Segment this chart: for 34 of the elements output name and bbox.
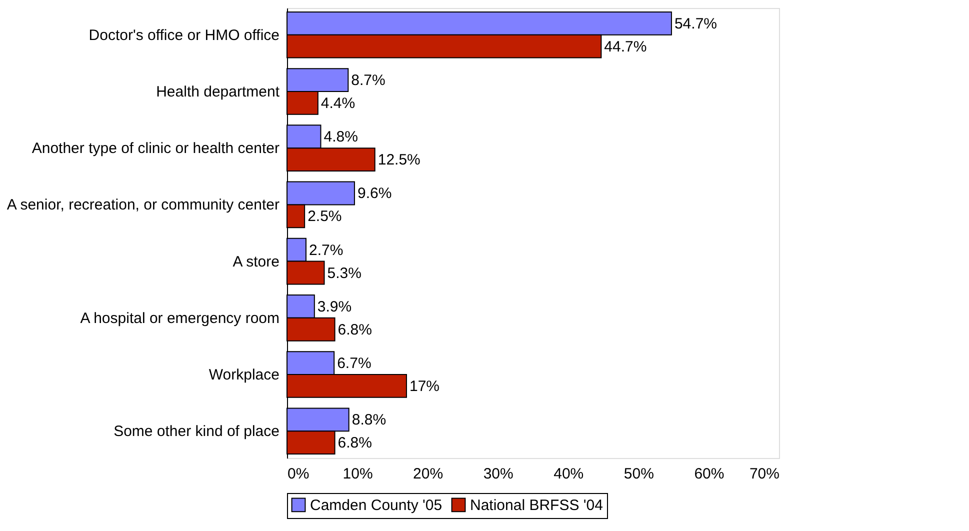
x-tick-label: 20% [413, 466, 444, 482]
data-label: 54.7% [674, 15, 718, 32]
y-tick-label: Doctor's office or HMO office [88, 26, 280, 44]
data-label: 8.8% [352, 412, 386, 429]
legend-label: Camden County '05 [310, 496, 442, 514]
y-tick-label: Health department [156, 83, 280, 100]
data-label: 8.7% [351, 72, 386, 90]
data-label: 2.5% [308, 208, 342, 226]
x-tick-label: 0% [288, 466, 310, 482]
data-label: 17% [409, 378, 440, 395]
legend-label: National BRFSS '04 [470, 496, 603, 514]
y-tick-label: A store [232, 253, 280, 270]
y-tick-label: Workplace [208, 366, 280, 384]
data-label: 6.8% [338, 321, 372, 338]
y-tick-label: A hospital or emergency room [80, 310, 280, 327]
data-label: 9.6% [357, 185, 392, 202]
data-label: 6.8% [338, 434, 372, 452]
x-tick-label: 70% [749, 466, 780, 482]
data-label: 4.8% [324, 128, 358, 146]
y-tick-label: A senior, recreation, or community center [6, 196, 280, 214]
data-label: 5.3% [327, 264, 362, 282]
x-tick-label: 60% [694, 466, 724, 482]
data-label: 6.7% [337, 355, 372, 372]
y-tick-label: Some other kind of place [114, 423, 280, 440]
data-label: 3.9% [317, 298, 352, 316]
data-label: 12.5% [378, 152, 420, 169]
x-tick-label: 50% [624, 466, 654, 482]
x-tick-label: 10% [342, 466, 373, 482]
data-label: 4.4% [320, 94, 356, 112]
data-label: 44.7% [604, 38, 647, 56]
y-tick-label: Another type of clinic or health center [32, 140, 280, 158]
data-label: 2.7% [308, 242, 344, 259]
x-tick-label: 40% [554, 466, 584, 482]
x-tick-label: 30% [483, 466, 514, 482]
